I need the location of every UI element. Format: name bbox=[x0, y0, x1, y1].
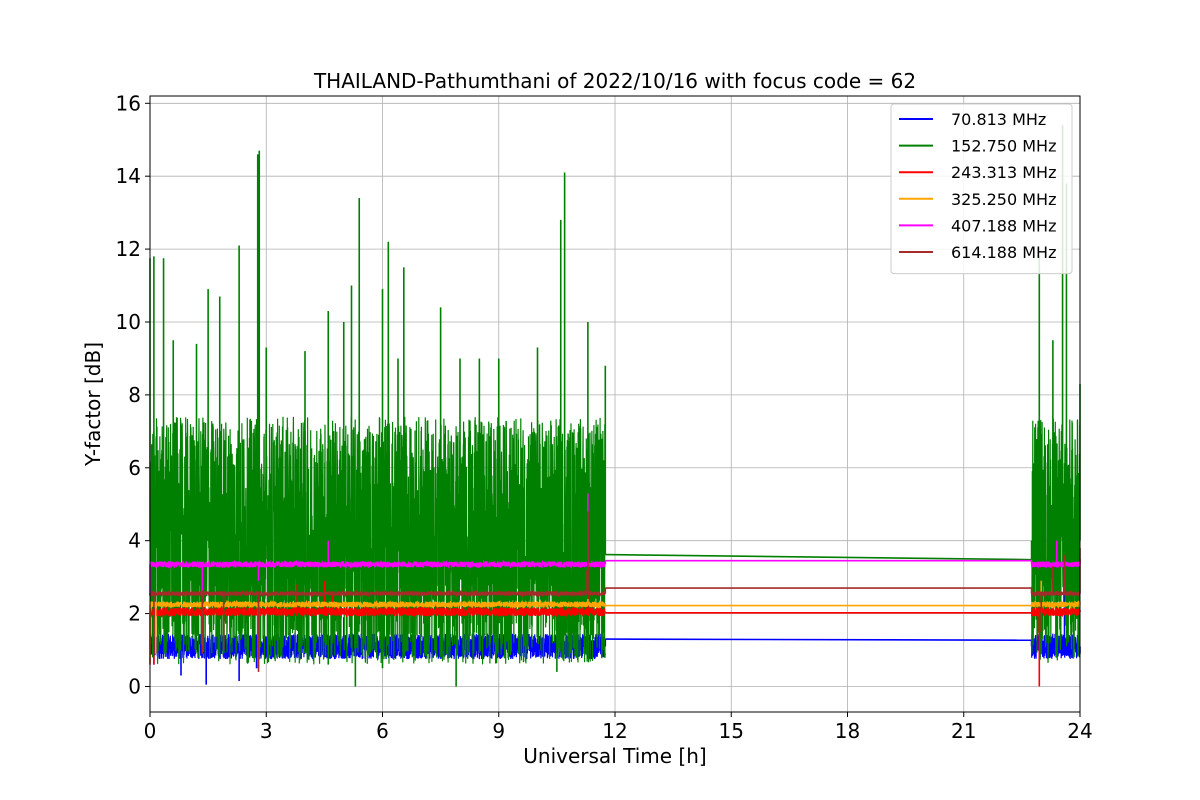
x-tick-label: 24 bbox=[1067, 719, 1092, 743]
x-tick-label: 3 bbox=[260, 719, 273, 743]
legend-label: 70.813 MHz bbox=[951, 110, 1046, 129]
x-tick-label: 0 bbox=[144, 719, 157, 743]
y-tick-label: 4 bbox=[128, 529, 141, 553]
legend: 70.813 MHz 152.750 MHz 243.313 MHz 325.250 … bbox=[890, 103, 1073, 275]
series-trace bbox=[149, 589, 1081, 598]
chart-title: THAILAND-Pathumthani of 2022/10/16 with … bbox=[313, 69, 916, 93]
y-tick-label: 6 bbox=[128, 456, 141, 480]
x-tick-label: 6 bbox=[376, 719, 389, 743]
y-tick-label: 0 bbox=[128, 674, 141, 698]
y-tick-label: 2 bbox=[128, 602, 141, 626]
legend-label: 243.313 MHz bbox=[951, 163, 1056, 182]
y-tick-label: 14 bbox=[116, 164, 141, 188]
series-gap-line bbox=[605, 638, 1032, 641]
legend-label: 407.188 MHz bbox=[951, 216, 1056, 235]
series-4 bbox=[149, 493, 1081, 596]
series-gap-line bbox=[605, 553, 1032, 561]
series-trace bbox=[149, 605, 1081, 618]
series-trace bbox=[149, 599, 1081, 610]
legend-label: 325.250 MHz bbox=[951, 190, 1056, 209]
plot-area-frame bbox=[149, 95, 1081, 713]
y-tick-label: 10 bbox=[116, 310, 141, 334]
y-tick-label: 12 bbox=[116, 237, 141, 261]
x-axis-label: Universal Time [h] bbox=[523, 744, 706, 768]
x-tick-label: 15 bbox=[719, 719, 744, 743]
y-tick-label: 8 bbox=[128, 383, 141, 407]
series-trace bbox=[149, 559, 1081, 570]
y-tick-label: 16 bbox=[116, 91, 141, 115]
legend-box bbox=[890, 103, 1073, 275]
legend-label: 152.750 MHz bbox=[951, 137, 1056, 156]
series-trace bbox=[149, 416, 1081, 665]
x-tick-label: 12 bbox=[602, 719, 627, 743]
x-tick-label: 21 bbox=[951, 719, 976, 743]
x-tick-label: 9 bbox=[492, 719, 505, 743]
x-tick-label: 18 bbox=[835, 719, 860, 743]
legend-label: 614.188 MHz bbox=[951, 243, 1056, 262]
y-axis-label: Y-factor [dB] bbox=[81, 342, 105, 467]
